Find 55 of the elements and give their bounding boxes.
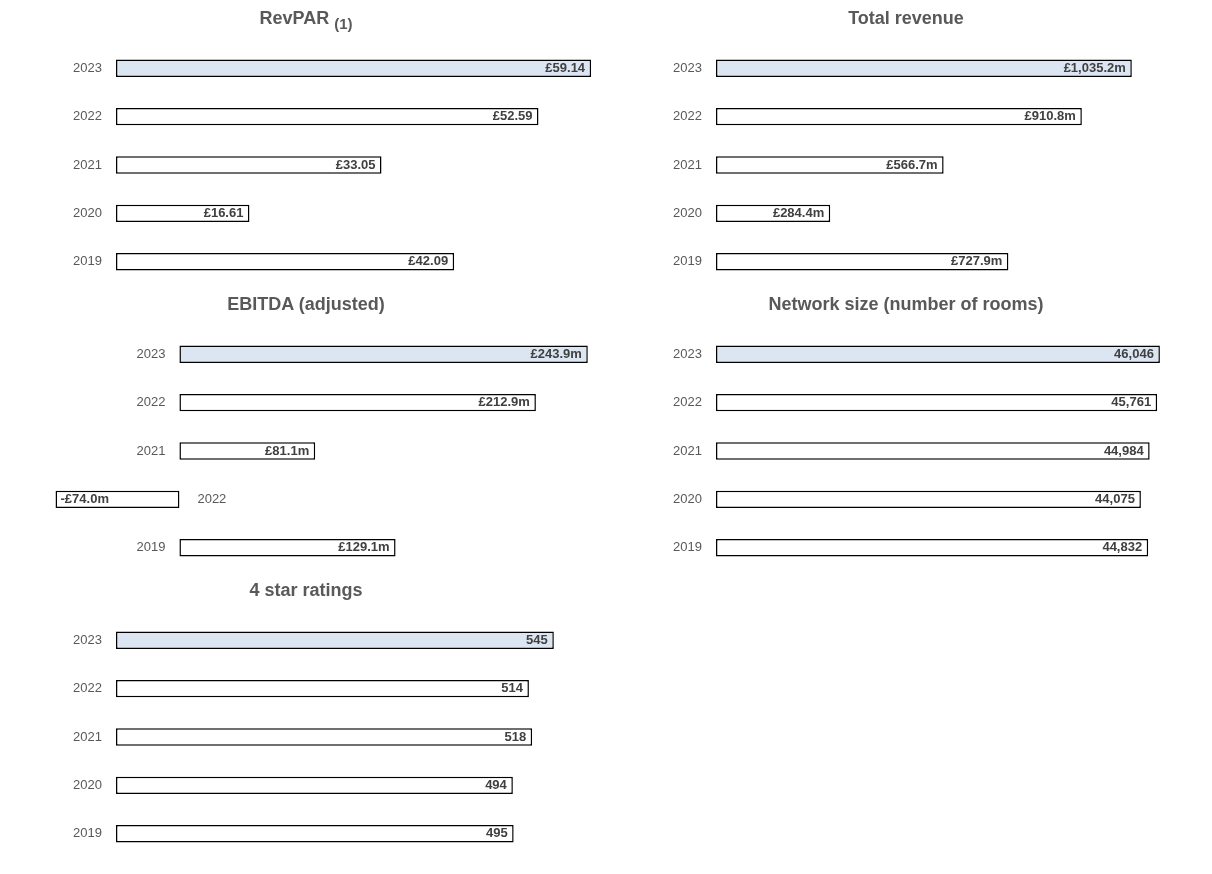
data-label: £284.4m <box>772 204 825 220</box>
y-tick-label: 2023 <box>136 345 166 361</box>
y-tick-label: 2019 <box>673 253 702 269</box>
y-tick-label: 2020 <box>73 776 102 792</box>
data-label: £81.1m <box>265 442 310 458</box>
data-label: £52.59 <box>492 108 533 124</box>
data-label: £16.61 <box>203 204 244 220</box>
y-tick-label: 2022 <box>136 394 166 410</box>
y-tick-label: 2019 <box>73 253 102 269</box>
data-label: £33.05 <box>335 156 376 172</box>
y-tick-label: 2023 <box>673 345 702 361</box>
data-label: £566.7m <box>886 156 938 172</box>
data-label: 545 <box>526 631 548 647</box>
data-label: £212.9m <box>478 394 530 410</box>
y-tick-label: 2023 <box>673 59 702 75</box>
y-tick-label: 2021 <box>136 442 166 458</box>
data-label: 494 <box>485 776 508 792</box>
y-tick-label: 2021 <box>73 728 102 744</box>
y-tick-label: 2022 <box>73 680 102 696</box>
y-tick-label: 2020 <box>673 204 702 220</box>
y-tick-label: 2020 <box>73 204 102 220</box>
y-tick-label: 2022 <box>673 394 702 410</box>
data-label: 46,046 <box>1114 345 1154 361</box>
chart-title: RevPAR $_{(1)}$ <box>259 7 353 34</box>
data-label: 44,075 <box>1095 490 1135 506</box>
data-label: 44,832 <box>1102 539 1143 555</box>
y-tick-label: 2021 <box>673 156 702 172</box>
data-label: £1,035.2m <box>1063 59 1126 75</box>
y-tick-label: 2020 <box>673 490 702 506</box>
data-label: 44,984 <box>1103 442 1145 458</box>
y-tick-label: 2019 <box>673 539 702 555</box>
data-label: 514 <box>501 680 524 696</box>
data-label: -£74.0m <box>60 490 109 506</box>
y-tick-label: 2021 <box>673 442 702 458</box>
data-label: 518 <box>504 728 527 744</box>
y-tick-label: 2021 <box>73 156 102 172</box>
data-label: £910.8m <box>1024 108 1076 124</box>
chart-title: Network size (number of rooms) <box>768 293 1044 316</box>
y-tick-label: 2022 <box>197 490 227 506</box>
data-label: £243.9m <box>530 345 582 361</box>
chart-title: Total revenue <box>848 7 964 30</box>
y-tick-label: 2022 <box>73 108 102 124</box>
y-tick-label: 2023 <box>73 631 102 647</box>
y-tick-label: 2023 <box>73 59 102 75</box>
data-label: 45,761 <box>1111 394 1152 410</box>
data-label: 495 <box>485 825 508 841</box>
chart-title: 4 star ratings <box>249 579 363 602</box>
data-label: £42.09 <box>408 253 449 269</box>
data-label: £59.14 <box>545 59 586 75</box>
chart-title: EBITDA (adjusted) <box>227 293 385 316</box>
data-label: £727.9m <box>951 253 1003 269</box>
y-tick-label: 2019 <box>73 825 102 841</box>
data-label: £129.1m <box>338 539 390 555</box>
y-tick-label: 2019 <box>136 539 166 555</box>
y-tick-label: 2022 <box>673 108 702 124</box>
